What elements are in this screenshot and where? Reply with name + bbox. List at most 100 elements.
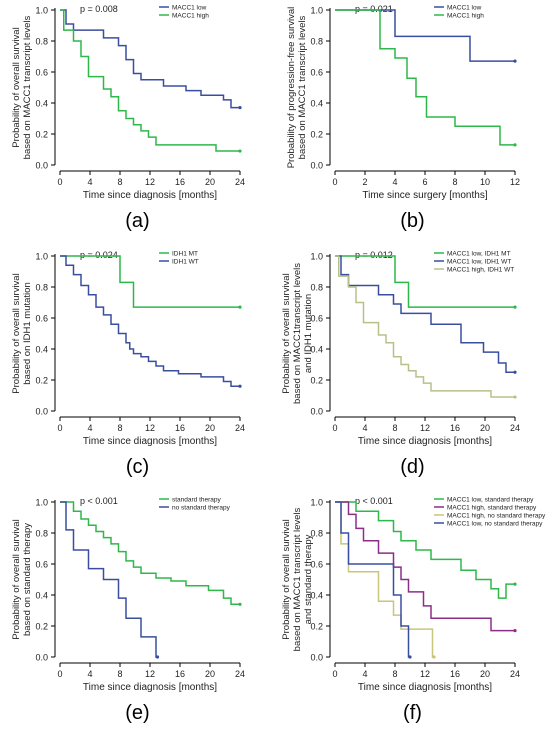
legend-entry: MACC1 high, standard therapy bbox=[447, 505, 537, 512]
y-tick-label: 1.0 bbox=[35, 498, 48, 508]
y-tick-label: 0.4 bbox=[310, 345, 323, 355]
x-tick-label: 10 bbox=[480, 177, 490, 187]
y-axis-label: Probability of overall survival bbox=[11, 27, 22, 147]
y-tick-label: 0.8 bbox=[310, 529, 323, 539]
x-axis-label: Time since surgery [months] bbox=[362, 190, 487, 201]
series-line bbox=[60, 255, 240, 387]
p-value-label: p = 0.008 bbox=[80, 4, 118, 14]
x-axis-label: Time since diagnosis [months] bbox=[83, 682, 217, 693]
censor-point bbox=[238, 384, 242, 388]
chart-svg: 0.0 0.2 0.4 0.6 0.8 1.0 0 4 8 12 16 20 24 Time since … bbox=[11, 250, 245, 447]
y-axis-label: Probability of overall survival bbox=[11, 519, 22, 639]
legend-entry: MACC1 high bbox=[172, 13, 209, 20]
censor-point bbox=[238, 149, 242, 153]
series-line bbox=[60, 9, 240, 152]
series-line bbox=[60, 255, 240, 308]
chart-panel: 0.0 0.2 0.4 0.6 0.8 1.0 0 4 8 12 16 20 24 Time since … bbox=[0, 492, 275, 738]
y-axis-label: based on IDH1 mutation bbox=[22, 282, 33, 384]
y-tick-label: 0.2 bbox=[35, 130, 48, 140]
y-tick-label: 0.6 bbox=[35, 560, 48, 570]
y-axis-label: Probability of overall survival bbox=[281, 273, 292, 393]
x-tick-label: 8 bbox=[117, 669, 122, 679]
x-axis-label: Time since diagnosis [months] bbox=[83, 190, 217, 201]
y-axis-label: and standard therapy bbox=[303, 534, 314, 624]
legend-entry: MACC1 high bbox=[447, 13, 484, 20]
censor-point bbox=[513, 395, 517, 399]
p-value-label: p = 0.012 bbox=[355, 250, 393, 260]
panel-label: (a) bbox=[125, 210, 150, 232]
legend-entry: MACC1 low, no standard therapy bbox=[447, 521, 543, 528]
y-tick-label: 0.8 bbox=[35, 283, 48, 293]
legend-entry: standard therapy bbox=[172, 497, 222, 504]
censor-point bbox=[513, 370, 517, 374]
series-line bbox=[335, 501, 515, 632]
legend-entry: MACC1 low, standard therapy bbox=[447, 497, 534, 504]
chart-svg: 0.0 0.2 0.4 0.6 0.8 1.0 0 4 8 12 16 20 24 Time since … bbox=[11, 4, 245, 201]
series-line bbox=[335, 255, 515, 398]
legend-entry: IDH1 MT bbox=[172, 251, 198, 258]
y-tick-label: 0.2 bbox=[310, 376, 323, 386]
x-tick-label: 6 bbox=[422, 177, 427, 187]
y-tick-label: 0.4 bbox=[35, 591, 48, 601]
legend-entry: MACC1 low bbox=[172, 5, 207, 12]
y-tick-label: 0.6 bbox=[35, 314, 48, 324]
censor-point bbox=[238, 106, 242, 110]
legend-entry: MACC1 high, no standard therapy bbox=[447, 513, 546, 520]
x-tick-label: 12 bbox=[420, 423, 430, 433]
y-axis-label: Probability of overall survival bbox=[281, 519, 292, 639]
series-line bbox=[60, 501, 240, 606]
y-tick-label: 0.2 bbox=[310, 130, 323, 140]
chart-panel: 0.0 0.2 0.4 0.6 0.8 1.0 0 4 8 12 16 20 24 Time since … bbox=[275, 492, 550, 738]
censor-point bbox=[513, 582, 517, 586]
y-tick-label: 0.4 bbox=[35, 99, 48, 109]
y-axis-label: and IDH1 mutation bbox=[303, 294, 314, 373]
y-tick-label: 0.0 bbox=[35, 161, 48, 171]
x-tick-label: 12 bbox=[420, 669, 430, 679]
p-value-label: p = 0.024 bbox=[80, 250, 118, 260]
y-tick-label: 0.0 bbox=[310, 407, 323, 417]
x-tick-label: 4 bbox=[362, 669, 367, 679]
x-tick-label: 12 bbox=[145, 423, 155, 433]
y-tick-label: 0.2 bbox=[310, 622, 323, 632]
x-tick-label: 8 bbox=[452, 177, 457, 187]
x-tick-label: 20 bbox=[480, 669, 490, 679]
y-axis-label: based on standard therapy bbox=[22, 523, 33, 636]
y-tick-label: 0.4 bbox=[310, 591, 323, 601]
x-tick-label: 4 bbox=[392, 177, 397, 187]
p-value-label: p < 0.001 bbox=[355, 496, 393, 506]
y-tick-label: 0.8 bbox=[310, 37, 323, 47]
y-tick-label: 0.6 bbox=[310, 68, 323, 78]
y-tick-label: 0.6 bbox=[310, 560, 323, 570]
x-axis-label: Time since diagnosis [months] bbox=[358, 436, 492, 447]
y-axis-label: based on MACC1 transcript levels bbox=[297, 15, 308, 159]
x-tick-label: 16 bbox=[450, 423, 460, 433]
y-tick-label: 0.2 bbox=[35, 622, 48, 632]
chart-panel: 0.0 0.2 0.4 0.6 0.8 1.0 0 4 8 12 16 20 24 Time since … bbox=[0, 246, 275, 492]
chart-svg: 0.0 0.2 0.4 0.6 0.8 1.0 0 4 8 12 16 20 24 Time since … bbox=[281, 496, 546, 693]
series-line bbox=[60, 501, 158, 658]
censor-point bbox=[513, 59, 517, 63]
x-tick-label: 24 bbox=[235, 177, 245, 187]
x-tick-label: 4 bbox=[362, 423, 367, 433]
x-tick-label: 20 bbox=[205, 177, 215, 187]
x-tick-label: 0 bbox=[57, 423, 62, 433]
y-tick-label: 0.0 bbox=[310, 161, 323, 171]
censor-point bbox=[513, 629, 517, 633]
x-tick-label: 12 bbox=[145, 177, 155, 187]
x-tick-label: 0 bbox=[57, 669, 62, 679]
censor-point bbox=[408, 655, 412, 659]
x-tick-label: 20 bbox=[480, 423, 490, 433]
x-tick-label: 24 bbox=[235, 423, 245, 433]
chart-svg: 0.0 0.2 0.4 0.6 0.8 1.0 0 4 8 12 16 20 24 Time since … bbox=[11, 496, 245, 693]
legend-entry: MACC1 low, IDH1 WT bbox=[447, 259, 511, 266]
panel-label: (b) bbox=[400, 210, 425, 232]
y-tick-label: 0.8 bbox=[35, 37, 48, 47]
y-tick-label: 1.0 bbox=[35, 6, 48, 16]
y-axis-label: Probability of overall survival bbox=[11, 273, 22, 393]
legend-entry: MACC1 low bbox=[447, 5, 482, 12]
chart-panel: 0.0 0.2 0.4 0.6 0.8 1.0 0 4 8 12 16 20 24 Time since … bbox=[275, 246, 550, 492]
legend-entry: no standard therapy bbox=[172, 505, 231, 512]
x-tick-label: 8 bbox=[117, 423, 122, 433]
chart-panel: 0.0 0.2 0.4 0.6 0.8 1.0 0 4 8 12 16 20 24 Time since … bbox=[0, 0, 275, 246]
x-tick-label: 4 bbox=[87, 423, 92, 433]
